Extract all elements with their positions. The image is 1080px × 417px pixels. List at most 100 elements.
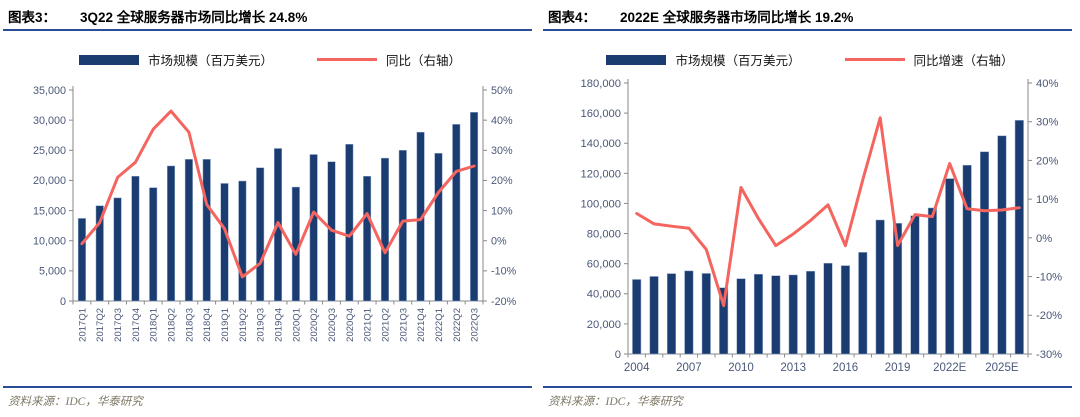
bar-2017Q2 [95,205,104,302]
bar-2019Q2 [238,180,247,302]
bar-2022E [945,178,955,355]
y-right-tick-label: 40% [1036,78,1058,90]
x-axis-label: 2020Q2 [309,308,320,342]
legend-label: 市场规模（百万美元） [675,54,801,68]
bar-2012 [771,275,781,355]
figure-title-row: 图表3： 3Q22 全球服务器市场同比增长 24.8% [8,6,532,26]
bar-2009 [719,287,729,355]
x-axis-label: 2021Q2 [380,308,391,342]
y-left-tick-label: 30,000 [33,115,66,127]
x-axis-label: 2022Q2 [452,308,463,342]
bar-2021Q2 [380,157,389,302]
yoy-line-series [80,109,476,279]
bar-2011 [753,273,763,355]
legend-item-market-size: 市场规模（百万美元） [78,50,273,69]
x-axis-label: 2021Q4 [416,308,427,342]
bar-2024E [980,151,990,355]
bar-2015 [823,262,833,355]
x-axis-label: 2018Q1 [149,308,160,342]
y-right-tick-label: 20% [1036,155,1058,167]
x-axis-label: 2019Q4 [274,308,285,342]
x-axis-label: 2019Q1 [220,308,231,342]
y-left-tick-label: 5,000 [39,266,66,278]
bar-2018 [875,219,885,355]
legend-label: 同比（右轴） [386,54,462,68]
y-right-tick-label: -30% [1036,349,1062,361]
bar-2025E [997,135,1007,355]
x-axis-label: 2018Q4 [202,308,213,342]
y-right-tick-label: 50% [491,85,513,97]
y-left-tick-label: 35,000 [33,85,66,97]
x-axis-label: 2021Q3 [398,308,409,342]
y-left-tick-label: 10,000 [33,235,66,247]
legend-label: 市场规模（百万美元） [147,54,273,68]
bar-2019Q1 [220,183,229,302]
x-axis-label: 2022Q1 [434,308,445,342]
x-axis-label: 2025E [985,362,1019,374]
bar-2019Q3 [256,167,265,302]
y-right-tick-label: 10% [1036,194,1058,206]
line-swatch-icon [317,57,377,62]
x-axis-label: 2020Q4 [345,308,356,342]
quarterly-server-market-chart: 0 5,000 10,000 15,000 20,000 25,000 30,000 35,0… [33,85,517,342]
bar-2004 [632,279,642,355]
x-axis-label: 2020Q3 [327,308,338,342]
bar-2013 [788,274,798,355]
y-left-tick-label: 100,000 [581,198,621,210]
bar-2017Q4 [131,175,140,302]
bar-2014 [806,270,816,355]
bar-swatch-icon [78,54,139,65]
figure-label: 图表4： [548,10,597,25]
y-left-tick-label: 0 [60,296,66,308]
bar-2017Q1 [77,218,86,302]
x-axis-label: 2007 [676,362,702,374]
bar-swatch-icon [606,54,667,65]
y-right-tick-label: 20% [491,175,513,187]
y-left-tick-label: 20,000 [33,175,66,187]
y-right-tick-label: -10% [1036,271,1062,283]
x-axis-label: 2022E [933,362,967,374]
source-note: 资料来源：IDC，华泰研究 [8,396,143,408]
bar-2019 [893,223,903,355]
figure-title: 3Q22 全球服务器市场同比增长 24.8% [80,10,308,25]
y-left-tick-label: 160,000 [581,108,621,120]
source-divider [3,386,532,388]
y-right-tick-label: -10% [491,266,517,278]
x-axis-label: 2021Q1 [363,308,374,342]
y-right-tick-label: -20% [491,296,517,308]
y-left-tick-label: 60,000 [587,259,621,271]
bar-2020 [910,215,920,355]
bar-2016 [840,265,850,355]
bar-2005 [649,276,659,355]
source-divider [543,386,1072,388]
y-left-tick-label: 0 [615,349,621,361]
bar-2008 [701,273,711,355]
figure-title: 2022E 全球服务器市场同比增长 19.2% [620,10,854,25]
x-axis-label: 2018Q3 [184,308,195,342]
y-left-tick-label: 80,000 [587,228,621,240]
bar-2018Q1 [149,187,158,302]
bar-2022Q3 [470,112,479,302]
title-underline [3,29,532,31]
y-left-tick-label: 20,000 [587,319,621,331]
legend-item-yoy: 同比（右轴） [317,50,461,69]
figure-panel-4: 图表4： 2022E 全球服务器市场同比增长 19.2% 市场规模（百万美元） 同… [540,0,1080,417]
x-axis-label: 2017Q3 [113,308,124,342]
bar-2017Q3 [113,197,122,302]
x-axis-label: 2022Q3 [470,308,481,342]
y-right-tick-label: -20% [1036,310,1062,322]
figure-label: 图表3： [8,10,57,25]
bar-2022Q1 [434,153,443,302]
bar-2022Q2 [452,124,461,302]
x-axis-label: 2020Q1 [291,308,302,342]
x-axis-label: 2013 [780,362,806,374]
y-right-tick-label: 10% [491,205,513,217]
bar-2018Q4 [202,159,211,302]
y-left-tick-label: 25,000 [33,145,66,157]
y-right-tick-label: 0% [491,235,507,247]
x-axis-label: 2019Q3 [256,308,267,342]
legend-label: 同比增速（右轴） [913,54,1014,68]
bar-2018Q3 [184,159,193,302]
y-right-tick-label: 40% [491,115,513,127]
bar-2023E [962,164,972,355]
